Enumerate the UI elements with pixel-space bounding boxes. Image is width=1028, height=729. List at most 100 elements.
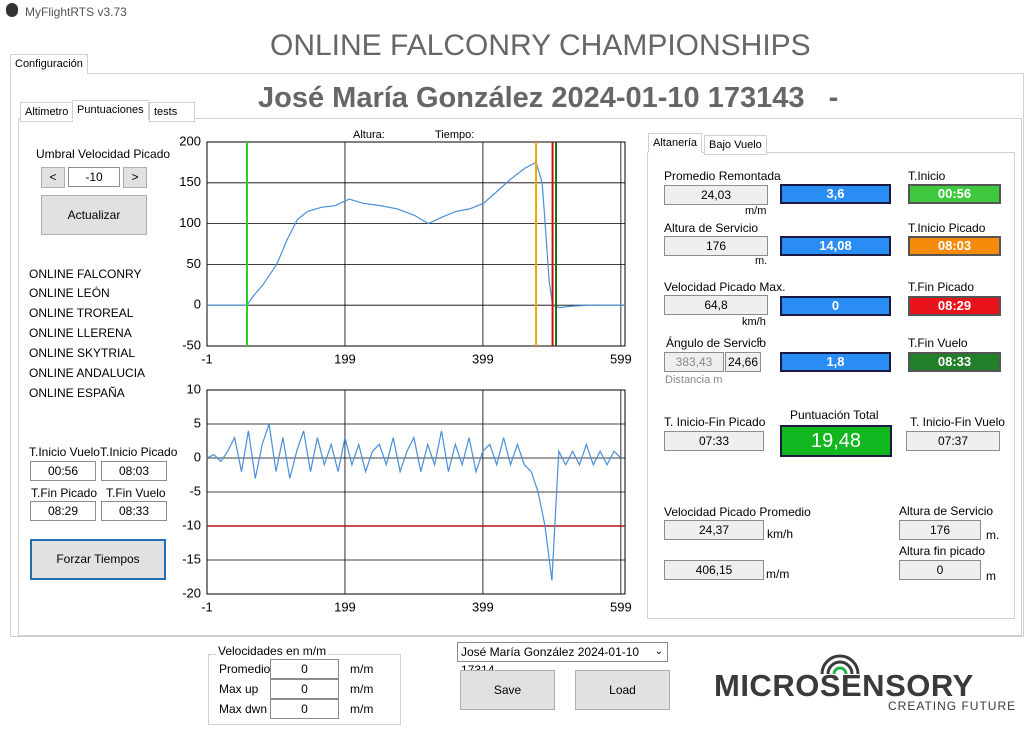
total-label: T. Inicio-Fin Picado bbox=[664, 415, 766, 429]
competition[interactable]: ONLINE SKYTRIAL bbox=[29, 346, 136, 360]
logo-tagline: CREATING FUTURE bbox=[888, 699, 1017, 713]
summary-value: 24,37 bbox=[664, 520, 764, 540]
speeds-title: Velocidades en m/m bbox=[216, 644, 329, 658]
competition[interactable]: ONLINE TROREAL bbox=[29, 306, 134, 320]
prev-button[interactable]: < bbox=[41, 167, 65, 188]
summary-label: Velocidad Picado Promedio bbox=[664, 505, 811, 519]
time-value[interactable]: 08:29 bbox=[30, 501, 96, 521]
speed-label: Promedio bbox=[219, 662, 271, 676]
threshold-input[interactable]: -10 bbox=[68, 167, 120, 187]
y-tick-label: 10 bbox=[187, 381, 201, 396]
metric-score: 0 bbox=[780, 296, 891, 316]
x-tick-label: -1 bbox=[201, 599, 213, 614]
speed-unit: m/m bbox=[350, 682, 374, 696]
summary-value: 406,15 bbox=[664, 560, 764, 580]
logo-waves bbox=[820, 654, 860, 675]
speed-value[interactable]: 0 bbox=[270, 699, 339, 719]
y-tick-label: 0 bbox=[194, 297, 201, 312]
save-button[interactable]: Save bbox=[460, 670, 555, 710]
threshold-label: Umbral Velocidad Picado bbox=[36, 147, 171, 161]
plot-area bbox=[206, 141, 626, 347]
metric-label: Ángulo de Servicio bbox=[666, 336, 767, 350]
competition[interactable]: ONLINE ESPAÑA bbox=[29, 386, 125, 400]
speed-label: Max up bbox=[219, 682, 259, 696]
header-subtitle: José María González 2024-01-10 173143 - bbox=[258, 82, 839, 114]
time-label: T.Fin Vuelo bbox=[106, 486, 166, 500]
update-button[interactable]: Actualizar bbox=[41, 195, 147, 235]
speed-unit: m/m bbox=[350, 662, 374, 676]
metric-label: Velocidad Picado Max. bbox=[664, 280, 786, 294]
next-button[interactable]: > bbox=[123, 167, 147, 188]
time-value: 08:29 bbox=[908, 296, 1001, 316]
metric-unit: º bbox=[757, 335, 762, 349]
time-value[interactable]: 08:33 bbox=[101, 501, 167, 521]
metric-score: 1,8 bbox=[780, 352, 891, 372]
x-tick-label: 599 bbox=[610, 599, 632, 614]
total-label: T. Inicio-Fin Vuelo bbox=[910, 415, 1005, 429]
app-icon bbox=[6, 3, 18, 17]
tab[interactable]: tests bbox=[149, 102, 195, 122]
data-line bbox=[207, 161, 625, 309]
metric-score: 14,08 bbox=[780, 236, 891, 256]
time-value[interactable]: 08:03 bbox=[101, 461, 167, 481]
competition[interactable]: ONLINE LLERENA bbox=[29, 326, 132, 340]
time-label: T.Fin Picado bbox=[31, 486, 98, 500]
competition[interactable]: ONLINE ANDALUCIA bbox=[29, 366, 146, 380]
tab[interactable]: Configuración bbox=[10, 54, 88, 74]
speed-value[interactable]: 0 bbox=[270, 679, 339, 699]
time-label: T.Inicio Vuelo bbox=[29, 445, 100, 459]
y-tick-label: 5 bbox=[194, 415, 201, 430]
distance-value: 383,43 bbox=[664, 352, 724, 372]
y-tick-label: 200 bbox=[179, 133, 201, 148]
summary-label: Altura fin picado bbox=[899, 544, 986, 558]
metric-unit: m/m bbox=[745, 205, 767, 217]
distance-label: Distancia m bbox=[665, 374, 723, 386]
tab[interactable]: Altanería bbox=[648, 133, 703, 153]
metric-score: 3,6 bbox=[780, 184, 891, 204]
time-value: 08:33 bbox=[908, 352, 1001, 372]
time-label: T.Inicio Picado bbox=[100, 445, 178, 459]
y-tick-label: -10 bbox=[182, 517, 201, 532]
total-score: 19,48 bbox=[780, 425, 892, 457]
load-button[interactable]: Load bbox=[575, 670, 670, 710]
speed-unit: m/m bbox=[350, 702, 374, 716]
total-score-label: Puntuación Total bbox=[790, 408, 879, 422]
competition[interactable]: ONLINE FALCONRY bbox=[29, 267, 142, 281]
summary-value: 0 bbox=[899, 560, 981, 580]
y-tick-label: 0 bbox=[194, 449, 201, 464]
chart-label: Altura: bbox=[353, 129, 385, 141]
chart-label: Tiempo: bbox=[435, 129, 474, 141]
y-tick-label: -20 bbox=[182, 585, 201, 600]
summary-label: Altura de Servicio bbox=[899, 504, 994, 518]
speed-value[interactable]: 0 bbox=[270, 659, 339, 679]
tab[interactable]: Bajo Vuelo bbox=[704, 135, 767, 155]
time-label: T.Fin Vuelo bbox=[908, 336, 968, 350]
time-value[interactable]: 00:56 bbox=[30, 461, 96, 481]
speed-label: Max dwn bbox=[219, 702, 268, 716]
time-label: T.Inicio bbox=[908, 169, 946, 183]
force-times-button[interactable]: Forzar Tiempos bbox=[30, 539, 166, 580]
metric-label: Altura de Servicio bbox=[664, 221, 759, 235]
summary-unit: m/m bbox=[766, 567, 790, 581]
dropdown-arrow: ⌄ bbox=[654, 646, 663, 657]
metric-value: 24,03 bbox=[664, 185, 768, 205]
x-tick-label: 399 bbox=[472, 599, 494, 614]
summary-unit: m bbox=[986, 569, 996, 583]
metric-value: 64,8 bbox=[664, 295, 768, 315]
summary-value: 176 bbox=[899, 520, 981, 540]
total-value: 07:37 bbox=[906, 431, 1000, 451]
competition[interactable]: ONLINE LEÓN bbox=[29, 286, 110, 300]
metric-value: 24,66 bbox=[725, 352, 761, 372]
metric-label: Promedio Remontada bbox=[664, 169, 781, 183]
y-tick-label: -15 bbox=[182, 551, 201, 566]
flight-select[interactable]: José María González 2024-01-10 17314⌄ bbox=[457, 642, 668, 677]
y-tick-label: 150 bbox=[179, 174, 201, 189]
right-group bbox=[647, 152, 1015, 619]
tab[interactable]: Altimetro bbox=[20, 102, 74, 122]
y-tick-label: 100 bbox=[179, 215, 201, 230]
tab[interactable]: Puntuaciones bbox=[72, 100, 149, 120]
time-value: 00:56 bbox=[908, 184, 1001, 204]
window-title: MyFlightRTS v3.73 bbox=[25, 5, 127, 19]
